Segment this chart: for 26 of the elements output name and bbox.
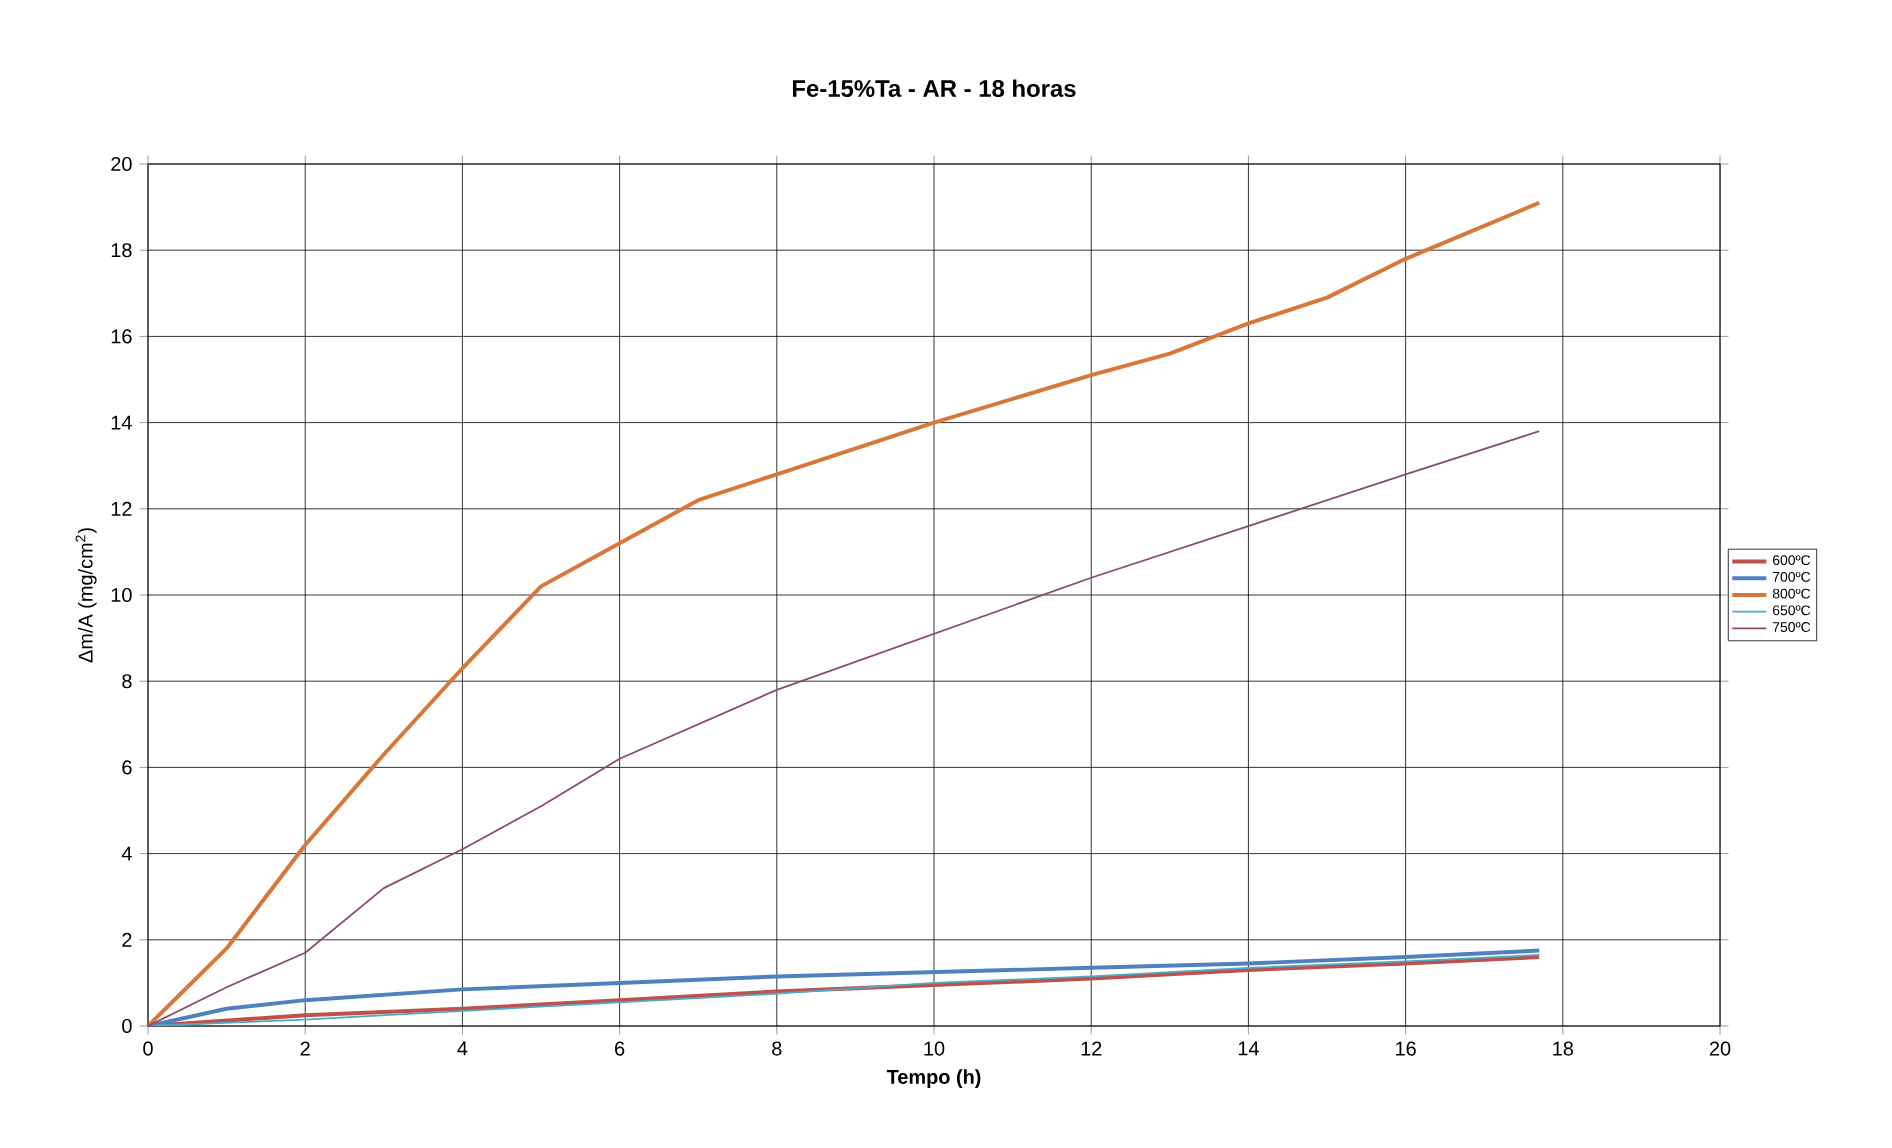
y-axis-title: Δm/A (mg/cm$^{2}$): [75, 528, 97, 663]
x-tick-label: 20: [1709, 1041, 1731, 1056]
x-tick-label: 12: [1081, 1041, 1102, 1056]
x-tick-label: 4: [457, 1041, 468, 1056]
y-tick-label: 16: [111, 329, 132, 344]
y-tick-label: 8: [122, 674, 132, 689]
x-tick-label: 6: [615, 1041, 625, 1056]
x-tick-label: 0: [143, 1041, 153, 1056]
x-tick-label: 2: [300, 1041, 310, 1056]
x-tick-label: 10: [924, 1041, 945, 1056]
x-tick-label: 18: [1553, 1041, 1574, 1056]
y-tick-label: 6: [122, 760, 132, 775]
line-series: [148, 200, 1542, 1026]
x-axis-title: Tempo (h): [886, 1069, 981, 1088]
x-tick-label: 8: [772, 1041, 782, 1056]
x-tick-label: 16: [1396, 1041, 1416, 1056]
y-tick-label: 10: [111, 587, 132, 603]
y-tick-label: 0: [122, 1018, 132, 1034]
y-tick-label: 4: [121, 846, 132, 861]
y-tick-label: 18: [111, 243, 132, 258]
y-tick-label: 12: [111, 501, 132, 516]
y-tick-label: 2: [122, 932, 132, 947]
chart-title: Fe-15%Ta - AR - 18 horas: [792, 79, 1076, 97]
y-tick-label: 14: [111, 415, 132, 430]
y-tick-label: 20: [111, 156, 132, 172]
x-tick-label: 14: [1238, 1041, 1259, 1056]
